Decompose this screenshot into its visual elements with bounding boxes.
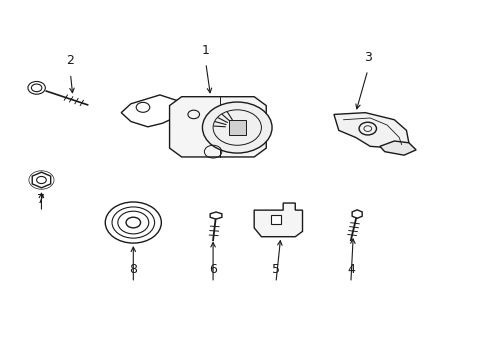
Circle shape bbox=[202, 102, 271, 153]
Text: 4: 4 bbox=[346, 264, 354, 276]
Text: 6: 6 bbox=[209, 264, 217, 276]
Text: 7: 7 bbox=[38, 193, 45, 206]
Text: 2: 2 bbox=[66, 54, 74, 67]
Polygon shape bbox=[228, 120, 245, 135]
Text: 8: 8 bbox=[129, 264, 137, 276]
Polygon shape bbox=[169, 97, 265, 157]
Text: 1: 1 bbox=[202, 44, 209, 57]
Polygon shape bbox=[333, 113, 408, 148]
Polygon shape bbox=[270, 215, 280, 224]
Polygon shape bbox=[379, 141, 415, 155]
Text: 5: 5 bbox=[271, 264, 279, 276]
Text: 3: 3 bbox=[363, 51, 371, 64]
Polygon shape bbox=[254, 203, 302, 237]
